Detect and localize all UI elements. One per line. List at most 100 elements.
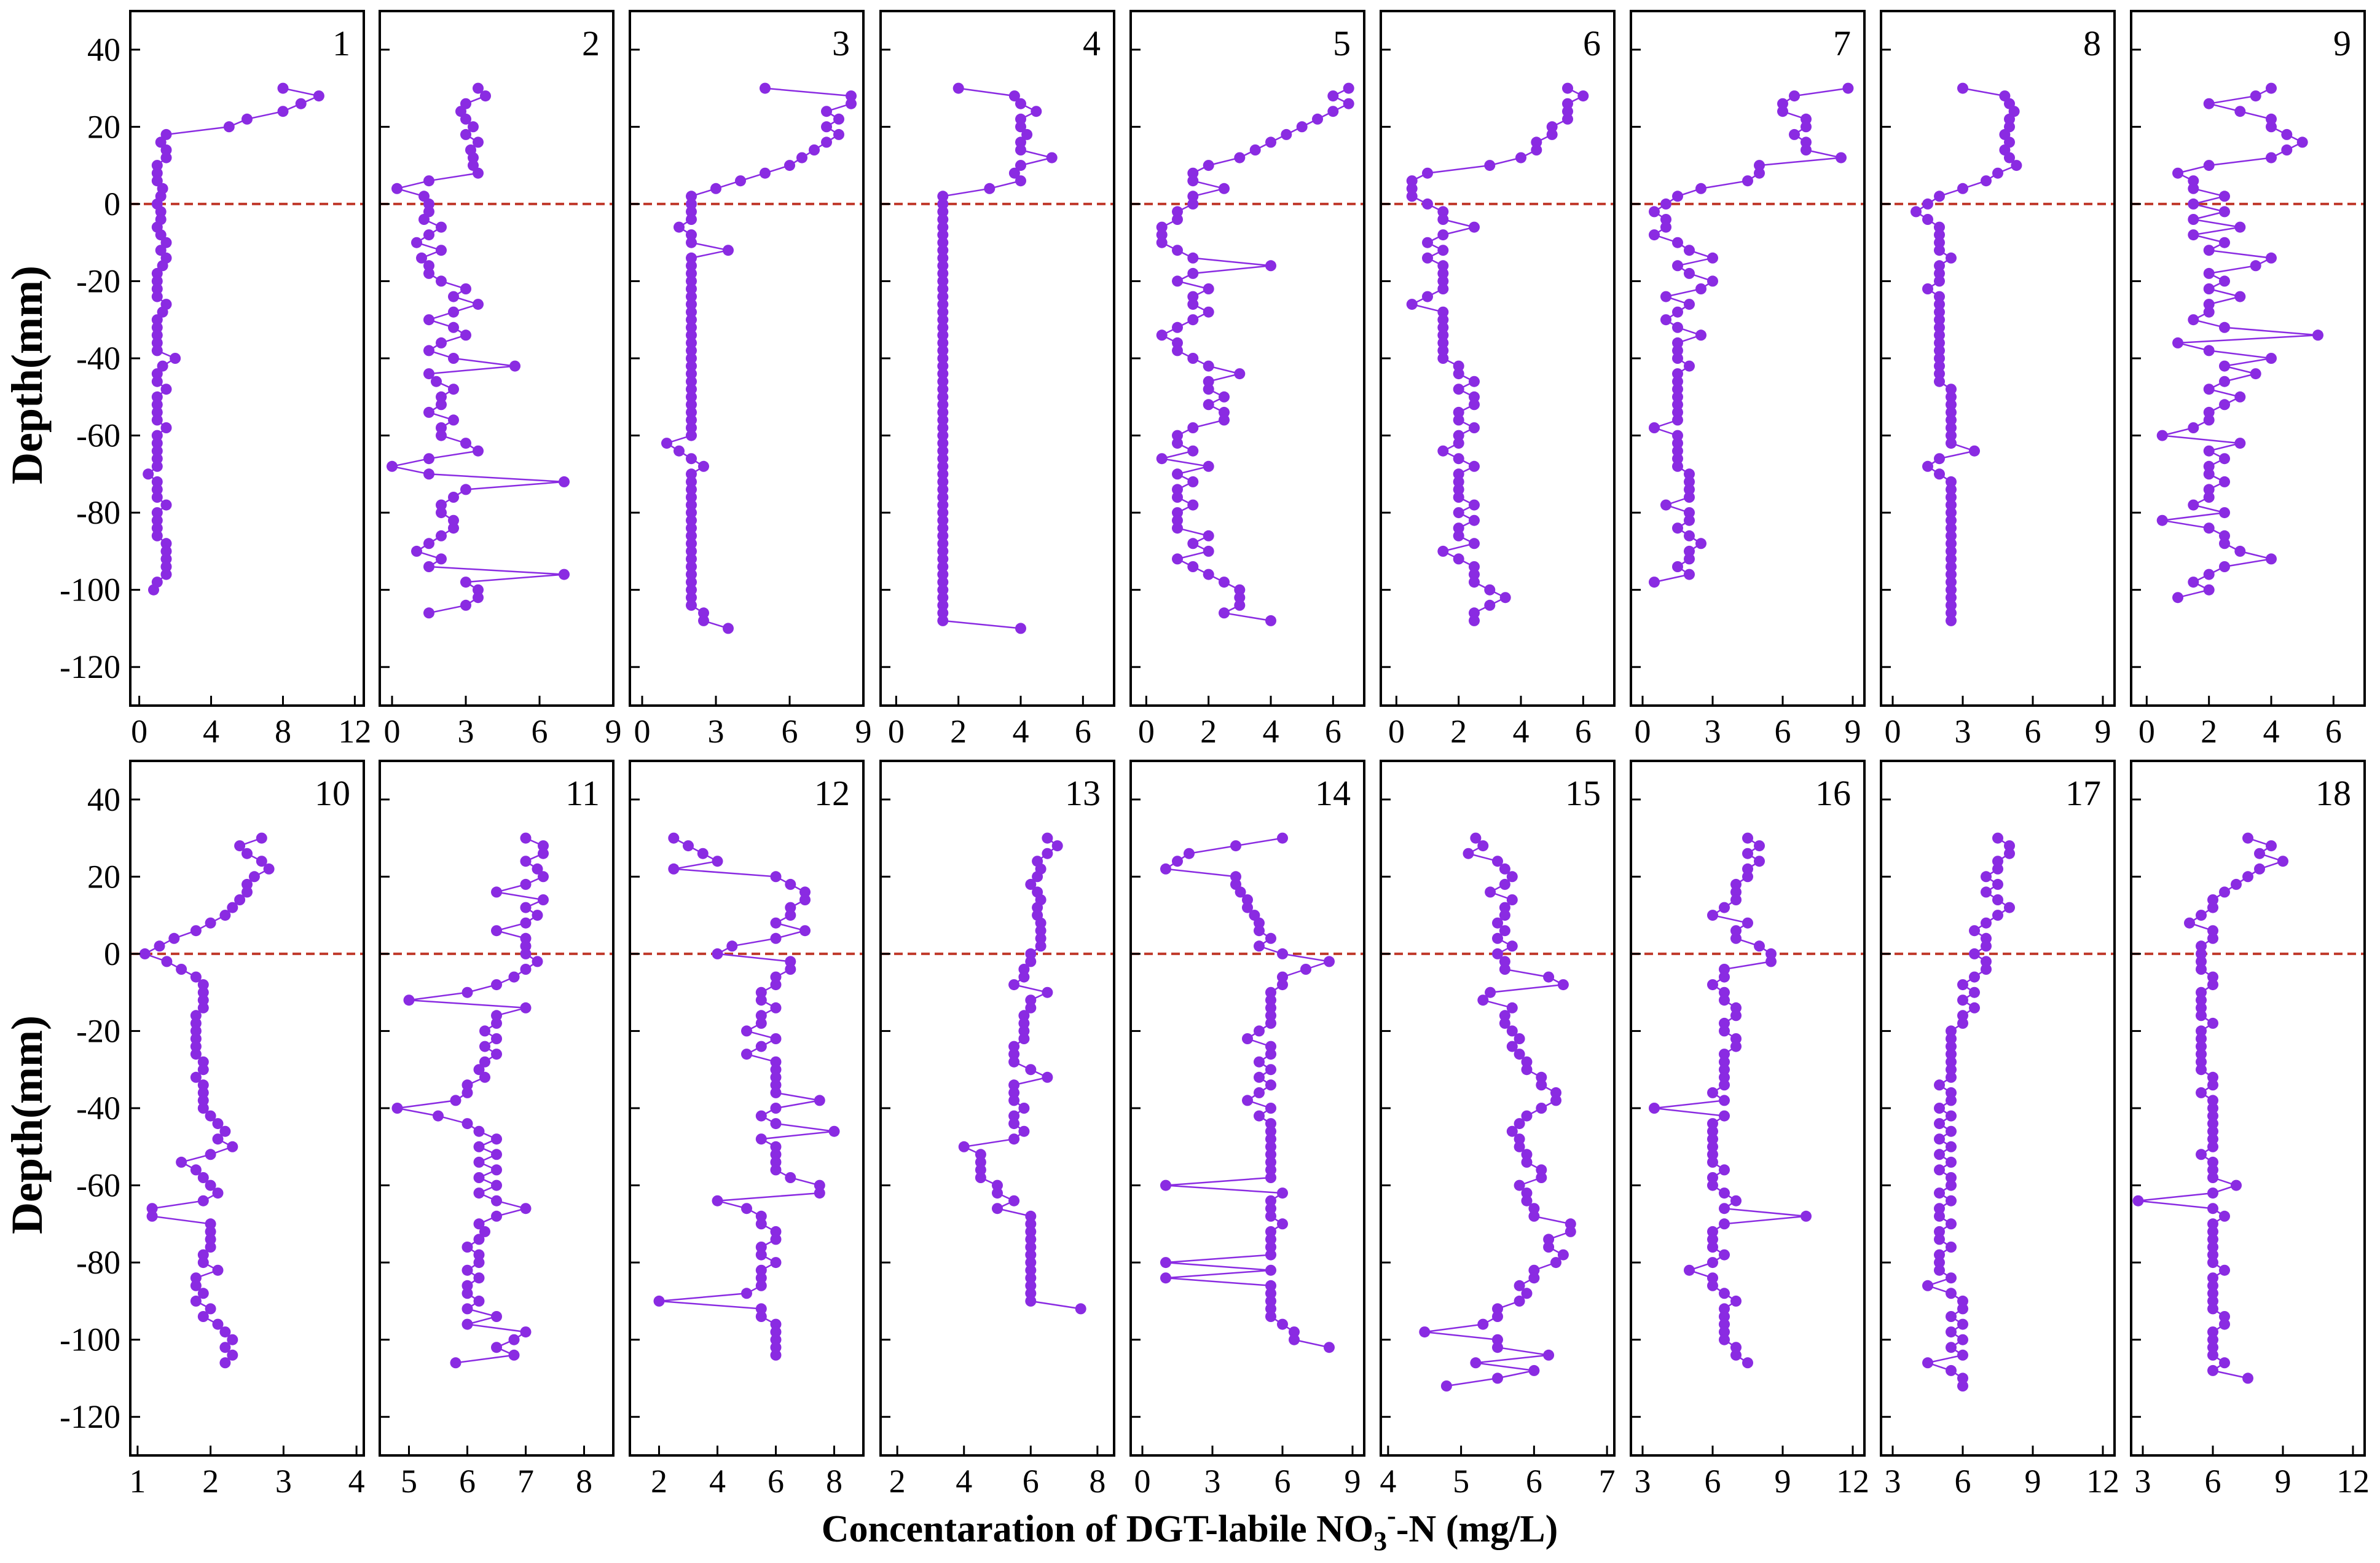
- data-point: [2207, 1242, 2218, 1253]
- data-point: [2203, 267, 2215, 279]
- x-tick-label: 2: [1450, 713, 1467, 750]
- data-point: [1543, 1349, 1555, 1361]
- x-tick-label: 6: [1274, 1463, 1291, 1500]
- data-point: [770, 1326, 782, 1338]
- data-point: [2203, 522, 2215, 534]
- data-point: [1992, 856, 2003, 867]
- data-point: [770, 1079, 782, 1091]
- data-point: [157, 306, 168, 318]
- data-point: [151, 438, 163, 449]
- panel-frame: [2130, 10, 2366, 707]
- data-point: [1234, 152, 1246, 163]
- data-point: [1719, 971, 1730, 983]
- data-point: [205, 1110, 216, 1122]
- data-point: [686, 321, 697, 333]
- data-point: [1521, 1187, 1533, 1199]
- data-point: [1172, 484, 1183, 495]
- data-point: [1719, 1017, 1730, 1029]
- data-point: [461, 1079, 473, 1091]
- data-point: [479, 1226, 490, 1237]
- x-tick-label: 3: [1705, 713, 1721, 750]
- data-point: [1672, 191, 1683, 202]
- data-point: [157, 260, 168, 272]
- x-tick-label: 9: [2275, 1463, 2292, 1500]
- data-point: [2207, 1156, 2218, 1168]
- data-point: [937, 569, 949, 580]
- data-point: [1521, 1195, 1533, 1207]
- data-point: [1437, 214, 1449, 225]
- data-point: [1018, 1125, 1030, 1137]
- data-point: [1265, 1303, 1276, 1315]
- data-point: [1672, 406, 1683, 418]
- data-point: [2296, 136, 2308, 148]
- series-line: [147, 87, 321, 591]
- data-point: [1946, 1087, 1957, 1098]
- data-point: [2203, 160, 2215, 171]
- data-point: [1265, 615, 1276, 626]
- data-point: [2196, 964, 2207, 975]
- data-point: [1946, 438, 1957, 449]
- data-point: [418, 214, 430, 225]
- panel-frame: [879, 10, 1115, 707]
- data-point: [770, 932, 782, 944]
- data-point: [1521, 1149, 1533, 1160]
- data-point: [2188, 214, 2199, 225]
- data-point: [1777, 98, 1788, 109]
- x-tick-label: 3: [708, 713, 725, 750]
- data-point: [1934, 360, 1945, 372]
- data-point: [1707, 1133, 1718, 1145]
- data-point: [313, 90, 324, 102]
- data-point: [1957, 82, 1968, 94]
- data-point: [1934, 468, 1945, 480]
- data-point: [686, 314, 697, 326]
- panel-10: 10 1 2 3 4 -120 -100 -80 -60 -40 -20 0 20 40: [60, 760, 365, 1500]
- x-tick-label: 6: [2025, 713, 2041, 750]
- x-tick-label: 3: [1885, 1463, 1901, 1500]
- data-point: [1172, 430, 1183, 441]
- data-point: [1684, 530, 1695, 541]
- data-point: [1172, 553, 1183, 565]
- data-point: [1437, 260, 1449, 272]
- data-point: [1957, 1303, 1968, 1315]
- data-point: [937, 430, 949, 441]
- data-point: [1187, 252, 1199, 264]
- data-point: [448, 414, 459, 426]
- data-point: [1453, 430, 1464, 441]
- data-point: [937, 561, 949, 572]
- data-point: [1946, 422, 1957, 433]
- data-point: [473, 584, 484, 596]
- data-point: [1514, 1033, 1525, 1044]
- data-point: [473, 167, 484, 179]
- data-point: [686, 492, 697, 503]
- data-point: [423, 314, 434, 326]
- data-point: [770, 871, 782, 883]
- data-point: [146, 1203, 158, 1215]
- data-point: [975, 1156, 986, 1168]
- x-tick-label: 4: [1263, 713, 1279, 750]
- data-point: [1453, 438, 1464, 449]
- data-point: [461, 1303, 473, 1315]
- data-point: [242, 886, 253, 898]
- data-point: [814, 1179, 825, 1191]
- data-point: [1754, 840, 1765, 852]
- data-point: [770, 1064, 782, 1076]
- data-point: [1660, 214, 1671, 225]
- data-point: [1765, 948, 1777, 959]
- data-point: [460, 599, 471, 611]
- data-point: [2203, 98, 2215, 109]
- data-point: [1649, 422, 1660, 433]
- data-point: [1203, 460, 1214, 472]
- data-point: [1015, 160, 1026, 171]
- data-point: [205, 917, 216, 929]
- data-point: [833, 113, 844, 125]
- data-point: [491, 979, 502, 991]
- data-point: [1025, 1218, 1037, 1230]
- data-point: [197, 1079, 209, 1091]
- data-point: [2203, 283, 2215, 294]
- data-point: [2207, 1103, 2218, 1114]
- data-point: [1172, 345, 1183, 356]
- data-point: [2281, 128, 2293, 140]
- data-point: [532, 863, 543, 875]
- data-point: [1265, 1249, 1276, 1261]
- x-tick-label: 3: [275, 1463, 292, 1500]
